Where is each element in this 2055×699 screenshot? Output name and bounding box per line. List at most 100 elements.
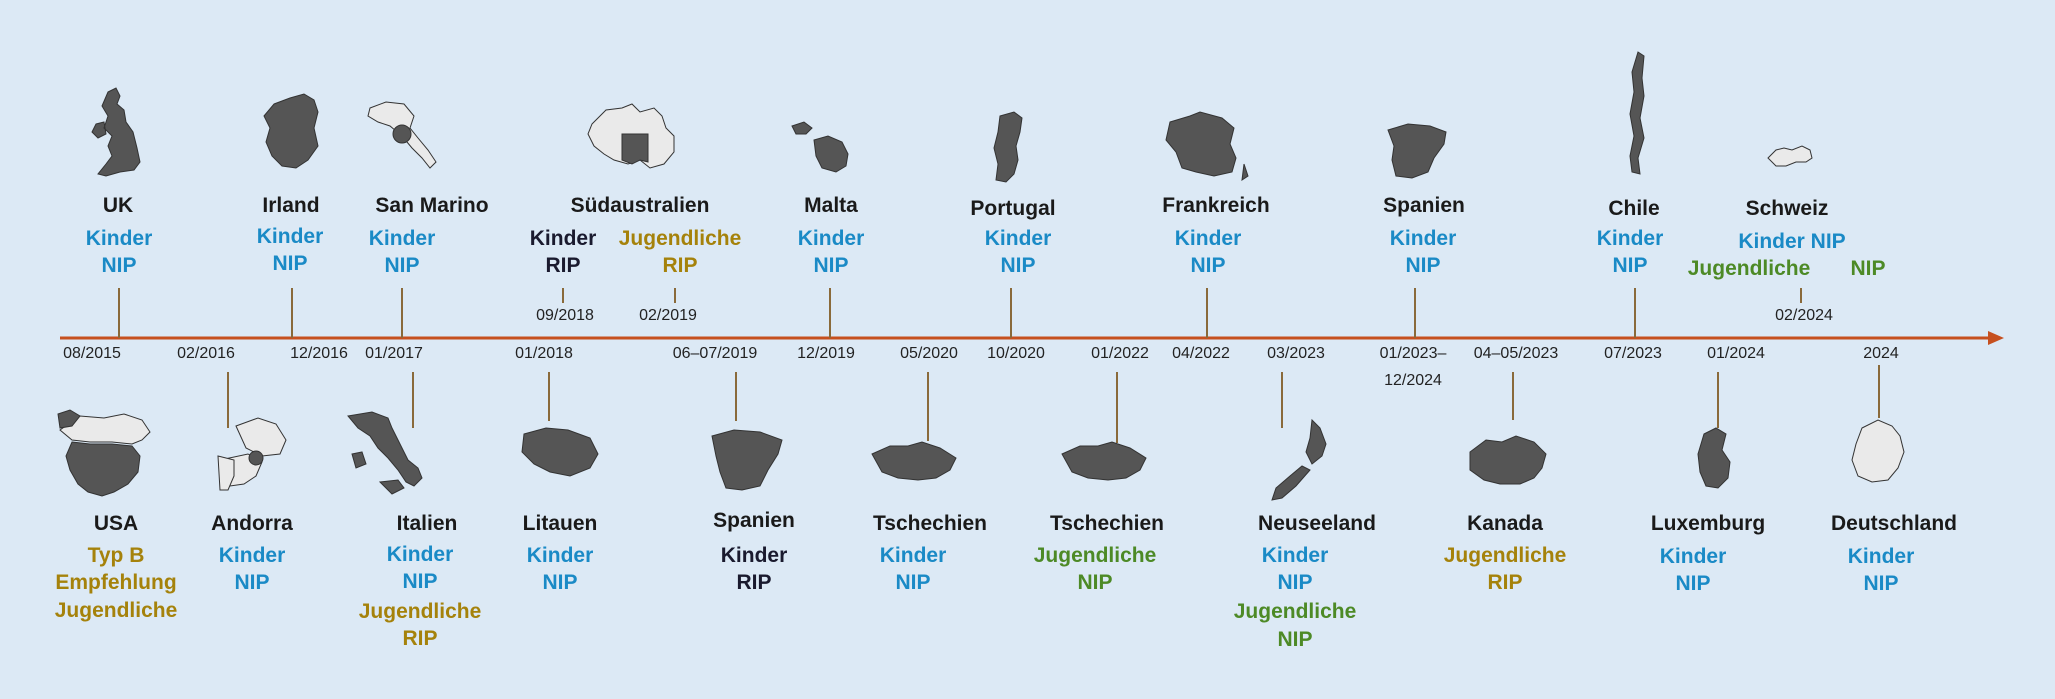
frankreich-line1: Kinder [1174, 227, 1242, 250]
litauen-country-label: Litauen [522, 512, 598, 535]
usa-alaska-icon [57, 409, 81, 429]
malta-map-icon [791, 121, 849, 173]
new-zealand-map-icon [1271, 418, 1327, 501]
usa-line3: Jugendliche [54, 599, 178, 622]
chile-date: 07/2023 [1604, 345, 1662, 362]
schweiz-date: 02/2024 [1775, 307, 1833, 324]
tschechien1-line1: Kinder [879, 544, 947, 567]
andorra-date: 02/2016 [177, 345, 235, 362]
spain-bottom-map-icon [711, 429, 783, 491]
portugal-country-label: Portugal [970, 197, 1056, 220]
irland-date: 12/2016 [290, 345, 348, 362]
malta-line1: Kinder [797, 227, 865, 250]
suedaustralien-b-line2: RIP [662, 254, 698, 277]
neuseeland-country-label: Neuseeland [1258, 512, 1376, 535]
south-australia-highlight-icon [621, 133, 649, 165]
italien-line4: RIP [402, 627, 438, 650]
tschechien2-line1: Jugendliche [1033, 544, 1157, 567]
neuseeland-line4: NIP [1277, 628, 1313, 651]
schweiz-country-label: Schweiz [1745, 197, 1829, 220]
irland-line2: NIP [272, 252, 308, 275]
usa-line2: Empfehlung [55, 571, 177, 594]
deutschland-line1: Kinder [1847, 545, 1915, 568]
sanmarino-country-label: San Marino [375, 194, 489, 217]
usa-line1: Typ B [87, 544, 145, 567]
chile-country-label: Chile [1608, 197, 1660, 220]
chile-line1: Kinder [1596, 227, 1664, 250]
italien-line2: NIP [402, 570, 438, 593]
irland-country-label: Irland [262, 194, 320, 217]
neuseeland-line1: Kinder [1261, 544, 1329, 567]
portugal-map-icon [993, 111, 1023, 183]
luxemburg-line1: Kinder [1659, 545, 1727, 568]
kanada-line2: RIP [1487, 571, 1523, 594]
andorra-line2: NIP [234, 571, 270, 594]
luxemburg-date: 01/2024 [1707, 345, 1765, 362]
suedaustralien-a-date: 09/2018 [536, 307, 594, 324]
spanien-bottom-date: 06–07/2019 [672, 345, 758, 362]
spanien-bottom-line1: Kinder [720, 544, 788, 567]
italien-country-label: Italien [396, 512, 458, 535]
schweiz-line1: Kinder NIP [1738, 230, 1846, 253]
andorra-country-label: Andorra [211, 512, 293, 535]
kanada-line1: Jugendliche [1443, 544, 1567, 567]
litauen-line1: Kinder [526, 544, 594, 567]
italien-line3: Jugendliche [358, 600, 482, 623]
czechia1-map-icon [871, 441, 957, 481]
ireland-map-icon [263, 93, 319, 169]
france-map-icon [1165, 111, 1249, 182]
usa-territory-icon [65, 441, 141, 497]
andorra-line1: Kinder [218, 544, 286, 567]
tschechien2-date: 01/2022 [1091, 345, 1149, 362]
spanien-top-line1: Kinder [1389, 227, 1457, 250]
neuseeland-date: 03/2023 [1267, 345, 1325, 362]
portugal-line1: Kinder [984, 227, 1052, 250]
schweiz-line2a: Jugendliche [1687, 257, 1811, 280]
switzerland-map-icon [1767, 145, 1813, 167]
andorra-france-icon [235, 417, 287, 457]
irland-line1: Kinder [256, 225, 324, 248]
frankreich-country-label: Frankreich [1162, 194, 1270, 217]
portugal-line2: NIP [1000, 254, 1036, 277]
spanien-bottom-country-label: Spanien [713, 509, 795, 532]
tschechien1-country-label: Tschechien [873, 512, 987, 535]
suedaustralien-b-line1: Jugendliche [618, 227, 742, 250]
chile-map-icon [1629, 51, 1645, 175]
suedaustralien-b-date: 02/2019 [639, 307, 697, 324]
suedaustralien-a-line2: RIP [545, 254, 581, 277]
malta-date: 12/2019 [797, 345, 855, 362]
spanien-top-date1: 01/2023– [1379, 345, 1447, 362]
spanien-top-country-label: Spanien [1383, 194, 1465, 217]
chile-line2: NIP [1612, 254, 1648, 277]
uk-date: 08/2015 [63, 345, 121, 362]
litauen-line2: NIP [542, 571, 578, 594]
germany-map-icon [1851, 419, 1905, 483]
luxembourg-map-icon [1697, 427, 1731, 489]
deutschland-line2: NIP [1863, 572, 1899, 595]
spanien-bottom-line2: RIP [736, 571, 772, 594]
spanien-top-line2: NIP [1405, 254, 1441, 277]
kanada-date: 04–05/2023 [1473, 345, 1559, 362]
luxemburg-country-label: Luxemburg [1650, 512, 1766, 535]
canada-map-icon [1469, 435, 1547, 485]
spanien-top-date2: 12/2024 [1384, 372, 1442, 389]
andorra-iberia-icon [217, 455, 235, 491]
czechia2-map-icon [1061, 441, 1147, 481]
kanada-country-label: Kanada [1467, 512, 1543, 535]
litauen-date: 01/2018 [515, 345, 573, 362]
spain-top-map-icon [1387, 123, 1447, 179]
sanmarino-line2: NIP [384, 254, 420, 277]
tschechien1-line2: NIP [895, 571, 931, 594]
usa-map-icon [59, 413, 151, 445]
neuseeland-line3: Jugendliche [1233, 600, 1357, 623]
malta-country-label: Malta [804, 194, 858, 217]
suedaustralien-country-label: Südaustralien [570, 194, 710, 217]
frankreich-date: 04/2022 [1172, 345, 1230, 362]
uk-country-label: UK [102, 194, 134, 217]
andorra-marker-icon [248, 450, 264, 466]
sanmarino-date: 01/2017 [365, 345, 423, 362]
uk-line1: Kinder [85, 227, 153, 250]
suedaustralien-a-line1: Kinder [529, 227, 597, 250]
